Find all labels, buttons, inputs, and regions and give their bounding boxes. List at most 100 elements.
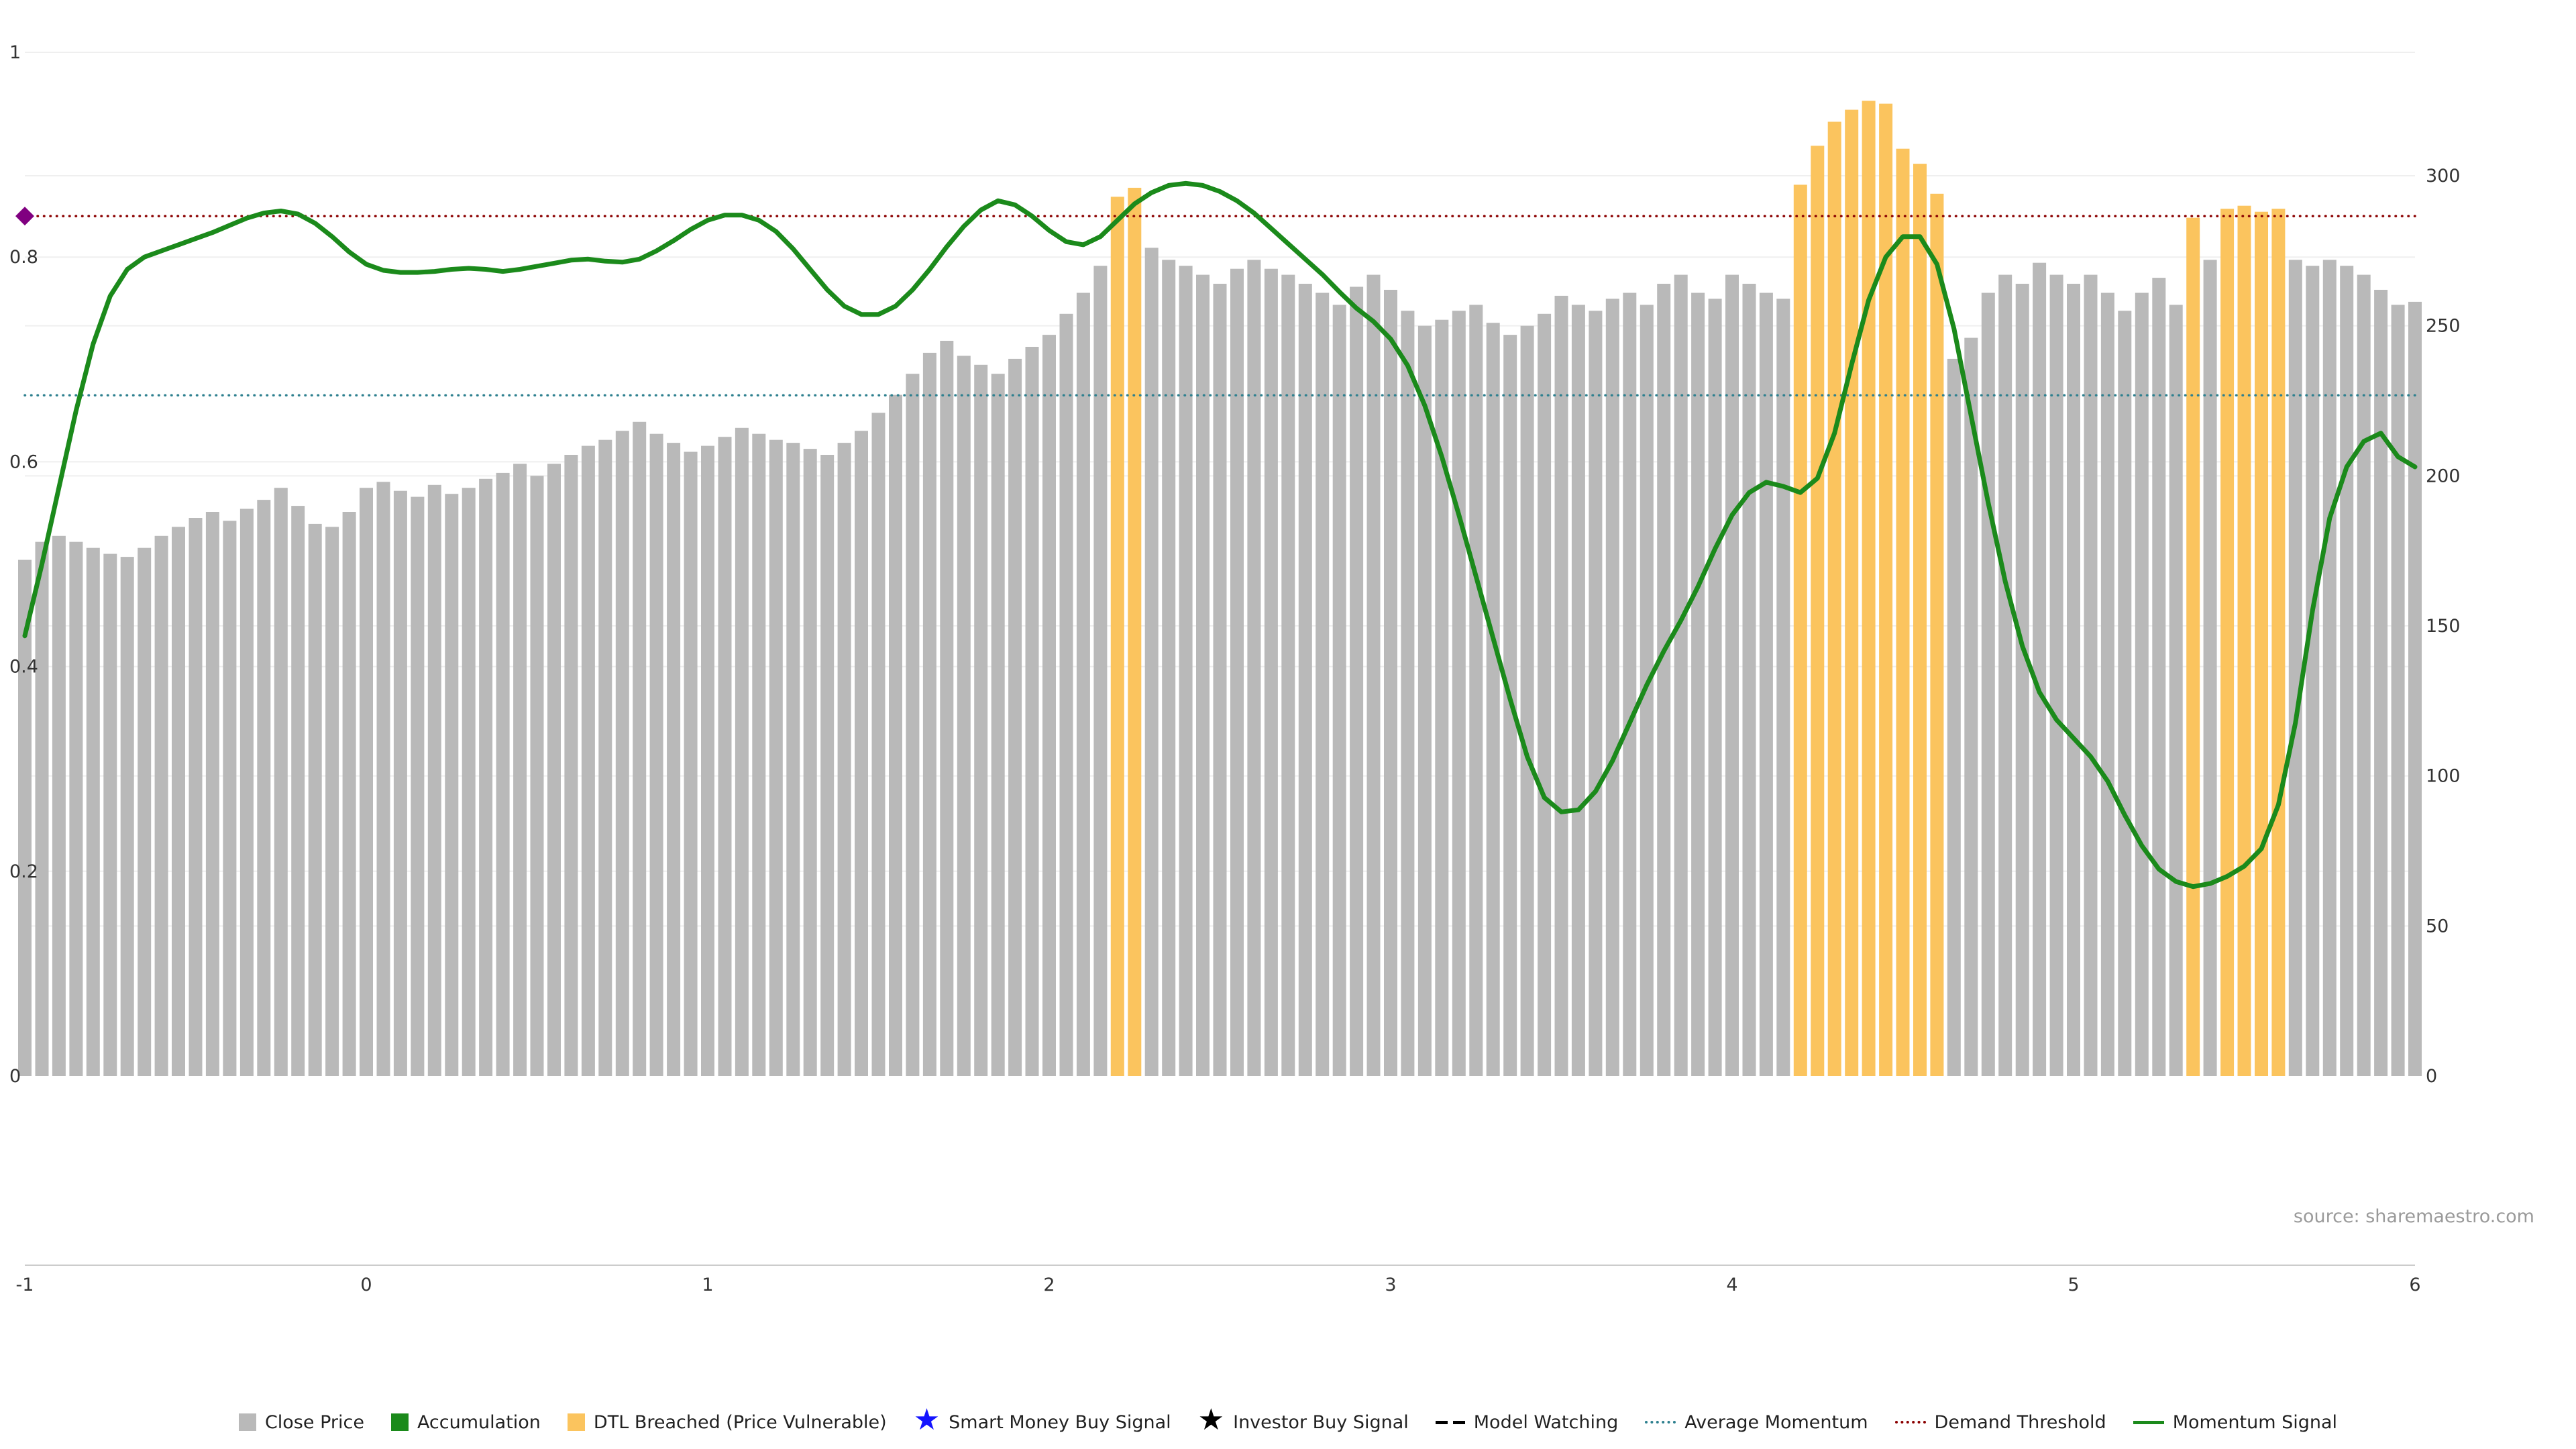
close-price-bar bbox=[239, 508, 254, 1076]
close-price-bar bbox=[2306, 266, 2320, 1077]
close-price-bar bbox=[581, 445, 595, 1076]
legend-item-accumulation: Accumulation bbox=[390, 1412, 541, 1433]
close-price-bar bbox=[325, 527, 339, 1076]
legend-label: Close Price bbox=[264, 1411, 364, 1433]
legend-label: Demand Threshold bbox=[1934, 1411, 2106, 1433]
legend-item-average-momentum: Average Momentum bbox=[1645, 1412, 1868, 1433]
close-price-bar bbox=[1025, 347, 1039, 1076]
close-price-bar bbox=[2374, 290, 2388, 1076]
close-price-bar bbox=[1691, 292, 1705, 1076]
momentum-signal-marker-icon bbox=[2133, 1420, 2164, 1424]
dtl-breached-bar bbox=[2220, 209, 2235, 1077]
close-price-bar bbox=[1384, 290, 1397, 1076]
close-price-bar bbox=[564, 455, 578, 1076]
close-price-bar bbox=[2340, 266, 2354, 1077]
close-price-bar bbox=[1623, 292, 1637, 1076]
close-price-bar bbox=[1554, 295, 1568, 1076]
close-price-bar bbox=[189, 518, 203, 1076]
close-price-bar bbox=[1247, 260, 1261, 1076]
close-price-bar bbox=[820, 455, 835, 1076]
dtl-breached-bar bbox=[1913, 164, 1927, 1077]
dtl-breached-bar bbox=[1862, 101, 1876, 1077]
close-price-bar bbox=[1674, 274, 1688, 1077]
close-price-bar bbox=[2049, 274, 2063, 1077]
close-price-bar bbox=[615, 431, 629, 1076]
legend-label: DTL Breached (Price Vulnerable) bbox=[593, 1411, 887, 1433]
close-price-bar bbox=[445, 494, 459, 1076]
dtl-breached-bar bbox=[1110, 197, 1124, 1076]
x-tick-label: 0 bbox=[360, 1275, 372, 1295]
dtl-breached-bar bbox=[1793, 184, 1807, 1076]
chart-legend: Close Price Accumulation DTL Breached (Pri… bbox=[0, 1403, 2576, 1437]
close-price-bar bbox=[1264, 268, 1278, 1077]
dtl-breached-price-vulnerable-marker-icon bbox=[567, 1413, 585, 1431]
momentum-signal-line bbox=[22, 180, 2418, 890]
close-price-bar bbox=[2408, 301, 2422, 1076]
close-price-bar bbox=[1316, 292, 1330, 1076]
close-price-bar bbox=[1144, 248, 1159, 1076]
close-price-bar bbox=[1179, 266, 1193, 1077]
close-price-bar bbox=[1947, 358, 1961, 1076]
x-tick-label: -1 bbox=[16, 1275, 34, 1295]
left-y-tick-label: 0.4 bbox=[9, 657, 38, 678]
close-price-bar bbox=[308, 523, 322, 1076]
smart-money-buy-signal-marker-icon: ★ bbox=[913, 1403, 941, 1437]
close-price-bar bbox=[1469, 305, 1483, 1076]
close-price-bar bbox=[837, 443, 851, 1076]
close-price-bar bbox=[1981, 292, 1995, 1076]
close-price-marker-icon bbox=[238, 1413, 256, 1431]
close-price-bar bbox=[69, 541, 83, 1076]
left-y-tick-label: 1 bbox=[9, 42, 21, 63]
close-price-bar bbox=[530, 476, 544, 1076]
demand-threshold-marker-icon bbox=[1894, 1421, 1926, 1424]
model-watching-marker-icon bbox=[1435, 1420, 1465, 1424]
close-price-bar bbox=[1350, 286, 1364, 1076]
close-price-bar bbox=[633, 421, 647, 1076]
close-price-bar bbox=[1076, 292, 1090, 1076]
close-price-bar bbox=[360, 488, 373, 1076]
legend-item-momentum-signal: Momentum Signal bbox=[2133, 1412, 2337, 1433]
close-price-bar bbox=[803, 449, 817, 1076]
close-price-bar bbox=[1742, 284, 1756, 1076]
dtl-breached-bar bbox=[1930, 193, 1944, 1076]
close-price-bar bbox=[598, 439, 612, 1076]
legend-label: Smart Money Buy Signal bbox=[949, 1411, 1171, 1433]
close-price-bar bbox=[1281, 274, 1295, 1077]
legend-item-close-price: Close Price bbox=[238, 1411, 364, 1433]
close-price-bar bbox=[2152, 278, 2166, 1077]
close-price-bar bbox=[2391, 305, 2405, 1076]
dtl-breached-bar bbox=[1879, 103, 1893, 1077]
right-y-tick-label: 300 bbox=[2426, 166, 2461, 186]
dtl-breached-bar bbox=[2255, 211, 2268, 1077]
close-price-bar bbox=[1366, 274, 1381, 1077]
close-price-bar bbox=[411, 496, 425, 1076]
close-price-bar bbox=[2322, 260, 2337, 1076]
left-y-tick-label: 0.2 bbox=[9, 861, 38, 882]
close-price-bar bbox=[922, 352, 936, 1076]
close-price-bar bbox=[547, 464, 561, 1076]
close-price-bar bbox=[991, 374, 1005, 1077]
right-y-tick-label: 250 bbox=[2426, 316, 2461, 337]
legend-label: Investor Buy Signal bbox=[1233, 1411, 1409, 1433]
x-tick-label: 6 bbox=[2409, 1275, 2420, 1295]
close-price-bar bbox=[86, 547, 100, 1076]
close-price-bar bbox=[2288, 260, 2302, 1076]
right-y-tick-label: 200 bbox=[2426, 466, 2461, 486]
close-price-bar bbox=[52, 535, 66, 1076]
close-price-bar bbox=[2169, 305, 2183, 1076]
close-price-bar bbox=[2033, 262, 2047, 1077]
left-y-tick-label: 0.6 bbox=[9, 451, 38, 472]
close-price-bar bbox=[172, 527, 185, 1076]
close-price-bar bbox=[496, 472, 510, 1076]
close-price-bar bbox=[1571, 305, 1585, 1076]
x-tick-label: 4 bbox=[1726, 1275, 1737, 1295]
close-price-bar bbox=[1298, 284, 1312, 1076]
demand-threshold-diamond bbox=[15, 207, 34, 226]
close-price-bar bbox=[1230, 268, 1244, 1077]
x-tick-label: 3 bbox=[1385, 1275, 1396, 1295]
close-price-bar bbox=[718, 437, 732, 1076]
close-price-bar bbox=[427, 484, 441, 1076]
x-tick-label: 1 bbox=[702, 1275, 713, 1295]
